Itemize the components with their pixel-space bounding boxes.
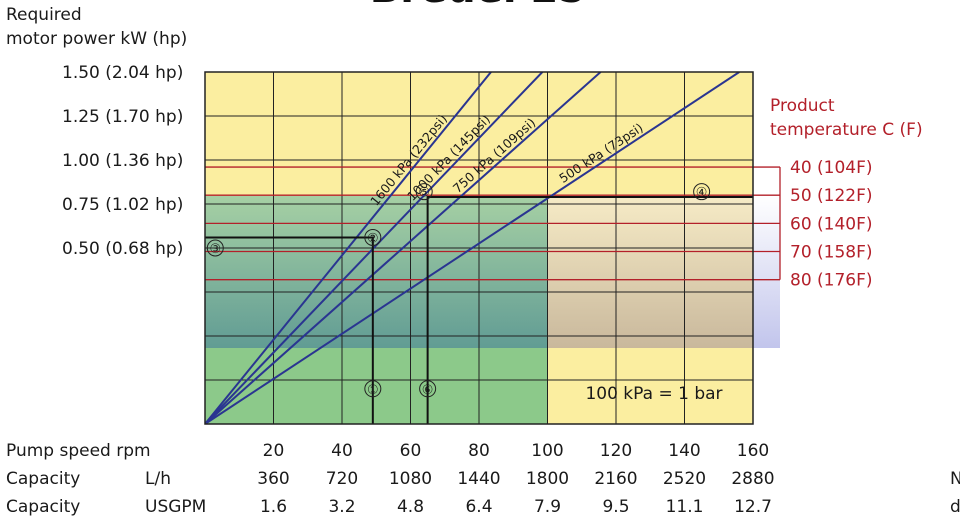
step-marker: ⑤ [418,186,430,201]
row-value: 720 [326,469,358,489]
row-value: 40 [331,441,353,461]
temperature-side-band [753,196,780,348]
row-value: 2880 [731,469,774,489]
y-tick-label: 1.25 (1.70 hp) [62,107,183,127]
axis-table: Pump speed rpm 20 40 60 80 100 120 140 160 Capaci… [6,441,775,517]
row-value: 3.2 [328,497,355,517]
row-value: 1.6 [260,497,287,517]
temperature-label: 40 (104F) [790,158,873,178]
y-tick-label: 1.50 (2.04 hp) [62,63,183,83]
example-guides [205,195,753,424]
step-marker: ② [367,231,379,246]
step-marker: ③ [209,242,221,257]
pressure-note: 100 kPa = 1 bar [585,384,722,404]
row-value: 160 [737,441,769,461]
row-value: 120 [600,441,632,461]
row-value: 11.1 [666,497,704,517]
row-value: 140 [668,441,700,461]
row-label: Pump speed rpm [6,441,151,461]
step-marker: ⑥ [422,383,434,398]
row-label: Capacity [6,469,80,489]
temperature-title-line2: temperature C (F) [770,120,923,140]
example-guide-line [205,236,374,424]
temperature-label: 70 (158F) [790,243,873,263]
example-guide-line [426,195,753,424]
temperature-label: 50 (122F) [790,186,873,206]
row-unit: USGPM [145,497,206,517]
step-marker-circle [364,380,382,398]
row-value: 12.7 [734,497,772,517]
temperature-band-beige [548,196,753,348]
row-value: 80 [468,441,490,461]
step-marker: ④ [696,186,708,201]
step-marker-circle [419,380,437,398]
step-marker-circle [364,228,382,246]
row-value: 360 [257,469,289,489]
y-tick-label: 0.50 (0.68 hp) [62,239,183,259]
row-value: 2520 [663,469,706,489]
row-value: 7.9 [534,497,561,517]
row-value: 1080 [389,469,432,489]
y-tick-labels: 1.50 (2.04 hp) 1.25 (1.70 hp) 1.00 (1.36 h… [62,63,183,259]
row-label: Capacity [6,497,80,517]
row-value: 1440 [457,469,500,489]
grid [205,72,753,424]
row-value: 100 [531,441,563,461]
step-markers: ① ② ③ ④ ⑤ ⑥ [206,183,711,398]
row-value: 6.4 [465,497,492,517]
pressure-line [205,72,602,424]
row-value: 4.8 [397,497,424,517]
step-marker: ① [367,383,379,398]
temperature-title-line1: Product [770,96,835,116]
y-axis-label-line1: Required [6,5,82,25]
step-marker-circle [206,239,224,257]
temperature-label: 80 (176F) [790,271,873,291]
edge-text-1: N [950,469,960,489]
temperature-label: 60 (140F) [790,214,873,234]
pressure-line [205,72,740,424]
step-marker-circle [693,183,711,201]
chart-title: Bredel 25 [370,0,586,12]
step-marker-circle [415,183,433,201]
y-axis-label-line2: motor power kW (hp) [6,29,187,49]
plot-frame [204,71,754,425]
y-tick-label: 0.75 (1.02 hp) [62,195,183,215]
row-value: 60 [400,441,422,461]
row-value: 20 [263,441,285,461]
row-value: 2160 [594,469,637,489]
row-value: 9.5 [602,497,629,517]
edge-text-2: d [950,497,960,517]
temperature-labels: 40 (104F) 50 (122F) 60 (140F) 70 (158F) 80 (… [790,158,873,291]
pressure-line [205,72,492,424]
row-unit: L/h [145,469,171,489]
row-value: 1800 [526,469,569,489]
temperature-lines [205,166,781,281]
y-tick-label: 1.00 (1.36 hp) [62,151,183,171]
